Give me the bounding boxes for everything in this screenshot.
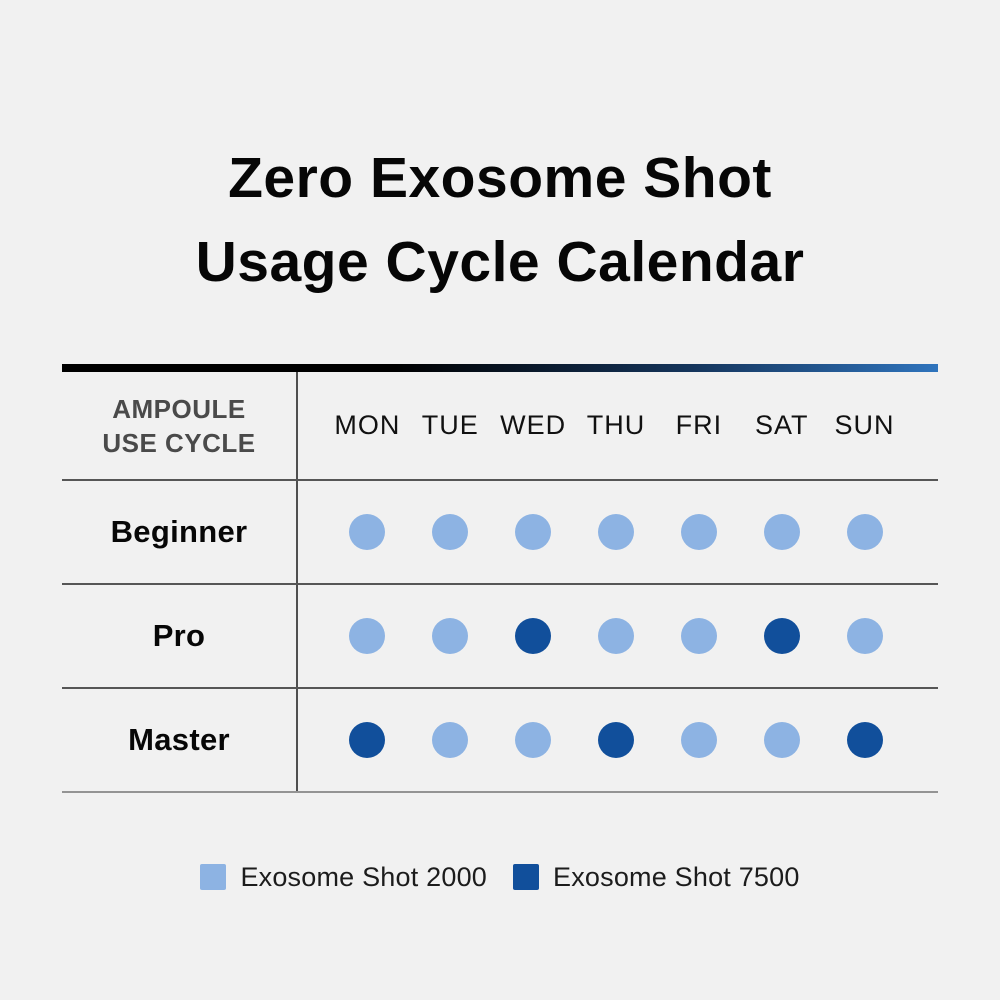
legend: Exosome Shot 2000 Exosome Shot 7500 bbox=[0, 860, 1000, 894]
dot-master-sat-shot2000 bbox=[763, 722, 800, 758]
dot-row-beginner bbox=[298, 481, 938, 583]
dot-slot bbox=[326, 722, 409, 758]
page-title: Zero Exosome Shot Usage Cycle Calendar bbox=[0, 136, 1000, 304]
row-label: Beginner bbox=[110, 514, 248, 549]
day-header-row: MON TUE WED THU FRI SAT SUN bbox=[298, 372, 938, 479]
dot-master-sun-shot7500 bbox=[846, 722, 883, 758]
dot-pro-mon-shot2000 bbox=[349, 618, 386, 654]
dot-master-fri-shot2000 bbox=[680, 722, 717, 758]
dot-slot bbox=[657, 514, 740, 550]
day-header-wed: WED bbox=[500, 410, 567, 440]
dot-slot bbox=[326, 514, 409, 550]
dot-slot bbox=[823, 514, 906, 550]
dot-beginner-mon-shot2000 bbox=[349, 514, 386, 550]
dot-slot bbox=[409, 618, 492, 654]
legend-item-shot2000: Exosome Shot 2000 bbox=[200, 860, 487, 894]
dot-master-tue-shot2000 bbox=[432, 722, 469, 758]
row-label-cell-pro: Pro bbox=[62, 585, 298, 687]
legend-swatch-shot7500 bbox=[513, 864, 539, 890]
dot-slot bbox=[740, 722, 823, 758]
dot-beginner-tue-shot2000 bbox=[432, 514, 469, 550]
day-header-sat: SAT bbox=[754, 410, 809, 440]
dot-slot bbox=[657, 722, 740, 758]
row-label: Master bbox=[128, 722, 230, 757]
table-header-row: AMPOULE USE CYCLE MON TUE WED THU FRI SAT SUN bbox=[62, 372, 938, 481]
day-header-thu: THU bbox=[586, 410, 646, 440]
row-label: Pro bbox=[152, 618, 206, 653]
row-label-cell-master: Master bbox=[62, 689, 298, 791]
dot-row-master bbox=[298, 689, 938, 791]
dot-slot bbox=[740, 514, 823, 550]
dot-slot bbox=[740, 618, 823, 654]
dot-master-wed-shot2000 bbox=[515, 722, 552, 758]
dot-slot bbox=[823, 722, 906, 758]
dot-pro-wed-shot7500 bbox=[515, 618, 552, 654]
dot-slot bbox=[575, 514, 658, 550]
legend-item-shot7500: Exosome Shot 7500 bbox=[513, 860, 800, 894]
day-header-mon: MON bbox=[334, 410, 401, 440]
page-title-line-1: Zero Exosome Shot bbox=[228, 146, 772, 210]
dot-pro-sun-shot2000 bbox=[846, 618, 883, 654]
dot-slot bbox=[492, 618, 575, 654]
dot-row-pro bbox=[298, 585, 938, 687]
day-header-tue: TUE bbox=[421, 410, 479, 440]
dot-slot bbox=[326, 618, 409, 654]
legend-label-shot7500: Exosome Shot 7500 bbox=[553, 861, 800, 892]
ampoule-use-cycle-label: AMPOULE USE CYCLE bbox=[102, 393, 256, 458]
dot-pro-tue-shot2000 bbox=[432, 618, 469, 654]
table-top-accent-bar bbox=[62, 364, 938, 372]
dot-beginner-sat-shot2000 bbox=[763, 514, 800, 550]
dot-slot bbox=[657, 618, 740, 654]
page-title-line-2: Usage Cycle Calendar bbox=[195, 230, 805, 294]
table-corner-cell: AMPOULE USE CYCLE bbox=[62, 372, 298, 479]
dot-master-thu-shot7500 bbox=[597, 722, 634, 758]
dot-slot bbox=[492, 722, 575, 758]
dot-pro-fri-shot2000 bbox=[680, 618, 717, 654]
dot-master-mon-shot7500 bbox=[349, 722, 386, 758]
dot-beginner-thu-shot2000 bbox=[597, 514, 634, 550]
table-rows: Beginner Pro Master bbox=[62, 481, 938, 793]
legend-label-shot2000: Exosome Shot 2000 bbox=[240, 861, 487, 892]
dot-beginner-fri-shot2000 bbox=[680, 514, 717, 550]
table-row-beginner: Beginner bbox=[62, 481, 938, 585]
dot-slot bbox=[409, 514, 492, 550]
row-label-cell-beginner: Beginner bbox=[62, 481, 298, 583]
dot-slot bbox=[409, 722, 492, 758]
dot-slot bbox=[575, 722, 658, 758]
table-row-master: Master bbox=[62, 689, 938, 793]
dot-beginner-sun-shot2000 bbox=[846, 514, 883, 550]
legend-swatch-shot2000 bbox=[200, 864, 227, 890]
day-header-sun: SUN bbox=[834, 410, 895, 440]
usage-cycle-table: AMPOULE USE CYCLE MON TUE WED THU FRI SAT SUN … bbox=[62, 364, 938, 793]
dot-pro-sat-shot7500 bbox=[763, 618, 800, 654]
dot-slot bbox=[823, 618, 906, 654]
dot-beginner-wed-shot2000 bbox=[515, 514, 552, 550]
dot-pro-thu-shot2000 bbox=[597, 618, 634, 654]
day-header-fri: FRI bbox=[675, 410, 723, 440]
dot-slot bbox=[492, 514, 575, 550]
dot-slot bbox=[575, 618, 658, 654]
table-row-pro: Pro bbox=[62, 585, 938, 689]
